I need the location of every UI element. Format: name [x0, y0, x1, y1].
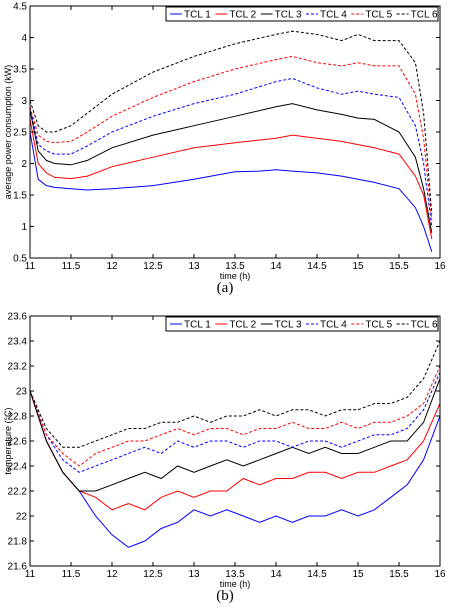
legend-label: TCL 3: [275, 320, 302, 331]
legend-label: TCL 1: [184, 10, 211, 21]
series-line-tcl-3: [30, 103, 433, 233]
y-tick-label: 23: [16, 387, 28, 398]
legend-label: TCL 3: [275, 10, 302, 21]
x-tick-label: 15: [352, 261, 364, 272]
series-line-tcl-1: [30, 131, 433, 252]
x-tick-label: 11: [25, 261, 36, 272]
legend-label: TCL 1: [184, 320, 211, 331]
y-tick-label: 23.6: [8, 312, 28, 323]
series-line-tcl-4: [30, 372, 440, 473]
y-tick-label: 23.2: [8, 362, 28, 373]
x-tick-label: 15.5: [389, 261, 409, 272]
x-tick-label: 11.5: [62, 569, 81, 580]
y-tick-label: 4.5: [13, 2, 27, 13]
legend-label: TCL 5: [365, 320, 392, 331]
plot-frame: [29, 315, 441, 567]
series-line-tcl-6: [30, 30, 433, 214]
series-line-tcl-5: [30, 55, 433, 221]
y-tick-label: 22: [16, 512, 28, 523]
series-line-tcl-6: [30, 340, 440, 448]
panel-caption: (a): [217, 280, 234, 296]
y-tick-label: 21.8: [8, 537, 28, 548]
y-tick-label: 22.8: [8, 412, 28, 423]
legend-label: TCL 4: [320, 10, 347, 21]
x-tick-label: 11: [25, 569, 36, 580]
legend: TCL 1 TCL 2 TCL 3 TCL 4 TCL 5 TCL 6: [165, 6, 439, 22]
y-axis-label: average power consumption (kW): [3, 65, 13, 200]
x-tick-label: 14.5: [307, 569, 327, 580]
legend-label: TCL 2: [229, 10, 256, 21]
y-tick-label: 22.6: [8, 437, 28, 448]
x-tick-label: 16: [434, 569, 446, 580]
panel-caption: (b): [216, 588, 234, 604]
series-line-tcl-3: [30, 378, 440, 492]
y-tick-label: 3.5: [13, 65, 27, 76]
x-tick-label: 12.5: [143, 569, 163, 580]
y-tick-label: 4: [21, 33, 27, 44]
y-tick-label: 3: [21, 96, 27, 107]
x-tick-label: 14: [270, 569, 282, 580]
series-line-tcl-2: [30, 119, 433, 240]
y-tick-label: 2.5: [13, 128, 27, 139]
x-axis-label: time (h): [220, 579, 251, 589]
x-tick-label: 12: [106, 261, 118, 272]
y-axis-label: temperature (°C): [3, 407, 13, 474]
x-tick-label: 13: [188, 569, 200, 580]
legend-box: [165, 316, 439, 332]
x-tick-label: 13.5: [225, 569, 245, 580]
x-tick-label: 15.5: [389, 569, 409, 580]
legend-label: TCL 4: [320, 320, 347, 331]
series-line-tcl-4: [30, 77, 433, 227]
y-tick-label: 21.6: [8, 562, 28, 573]
series-line-tcl-2: [30, 390, 440, 511]
legend-label: TCL 6: [411, 320, 438, 331]
y-tick-label: 22.4: [8, 462, 28, 473]
series-line-tcl-5: [30, 365, 440, 467]
legend-label: TCL 2: [229, 320, 256, 331]
y-tick-label: 0.5: [13, 254, 27, 265]
x-tick-label: 13: [188, 261, 200, 272]
legend-label: TCL 5: [365, 10, 392, 21]
legend-box: [165, 6, 439, 22]
y-tick-label: 2: [21, 159, 27, 170]
chart-panel-0: 11 11.5 12 12.5 13 13.5 14 14.5 15 15.5 160.511.52…: [3, 2, 446, 297]
x-tick-label: 15: [352, 569, 364, 580]
legend-label: TCL 6: [411, 10, 438, 21]
chart-panel-1: 11 11.5 12 12.5 13 13.5 14 14.5 15 15.5 16 21.6 21.8…: [3, 312, 446, 605]
y-tick-label: 1: [21, 222, 27, 233]
x-tick-label: 11.5: [62, 261, 81, 272]
y-tick-label: 23.4: [8, 337, 28, 348]
x-tick-label: 14.5: [307, 261, 327, 272]
y-tick-label: 1.5: [13, 191, 27, 202]
x-tick-label: 14: [270, 261, 282, 272]
y-tick-label: 22.2: [8, 487, 28, 498]
series-line-tcl-1: [30, 390, 440, 548]
x-tick-label: 16: [434, 261, 446, 272]
x-axis-label: time (h): [220, 271, 251, 281]
x-tick-label: 12: [106, 569, 118, 580]
legend: TCL 1 TCL 2 TCL 3 TCL 4 TCL 5 TCL 6: [165, 316, 439, 332]
x-tick-label: 13.5: [225, 261, 245, 272]
x-tick-label: 12.5: [143, 261, 163, 272]
